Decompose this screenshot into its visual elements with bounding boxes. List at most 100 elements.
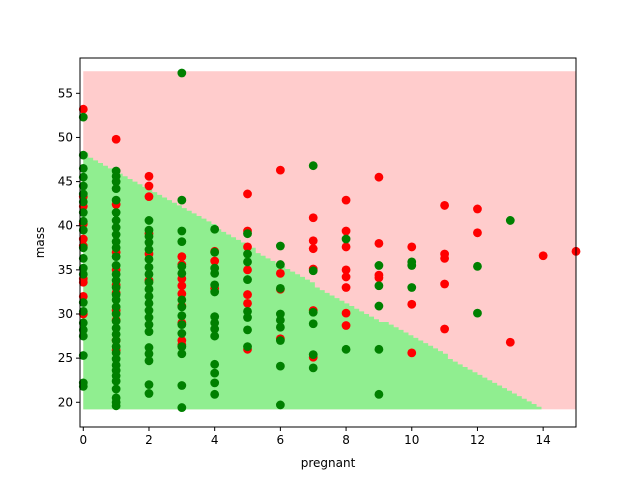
negative-point — [210, 312, 220, 322]
negative-point — [374, 301, 384, 311]
positive-point — [275, 268, 285, 278]
y-tick-label: 40 — [58, 219, 73, 233]
negative-point — [177, 261, 187, 271]
positive-point — [473, 228, 482, 238]
negative-point — [78, 225, 88, 235]
decision-regions — [83, 71, 577, 410]
negative-point — [407, 261, 417, 270]
positive-point — [341, 308, 351, 318]
negative-point — [111, 223, 121, 232]
negative-point — [78, 197, 88, 207]
negative-point — [308, 266, 318, 276]
positive-point — [473, 204, 482, 214]
negative-point — [275, 241, 285, 251]
negative-point — [78, 181, 88, 191]
negative-point — [243, 275, 252, 284]
positive-point — [440, 253, 450, 263]
positive-point — [407, 299, 417, 309]
x-axis-ticks: 0 2 4 6 8 10 12 14 — [79, 427, 551, 447]
x-tick-label: 6 — [277, 433, 285, 447]
positive-point — [341, 226, 351, 236]
negative-point — [308, 161, 318, 171]
negative-point — [210, 247, 220, 257]
negative-point — [78, 150, 88, 160]
negative-point — [144, 356, 154, 366]
negative-point — [210, 287, 220, 297]
positive-point — [538, 251, 548, 261]
negative-point — [144, 245, 154, 254]
negative-point — [144, 389, 154, 398]
positive-point — [308, 213, 318, 223]
negative-point — [177, 329, 187, 338]
negative-point — [210, 389, 220, 399]
positive-point — [78, 234, 88, 244]
negative-point — [144, 238, 154, 247]
positive-point — [177, 289, 187, 299]
positive-point — [275, 165, 285, 175]
negative-point — [275, 284, 285, 293]
y-tick-label: 35 — [58, 263, 73, 277]
positive-point — [144, 181, 154, 191]
negative-point — [111, 316, 121, 326]
negative-point — [111, 329, 121, 339]
negative-point — [144, 320, 154, 329]
x-tick-label: 14 — [536, 433, 551, 447]
negative-point — [144, 262, 154, 272]
negative-point — [210, 324, 220, 334]
negative-point — [210, 280, 220, 290]
negative-point — [144, 225, 154, 235]
negative-point — [111, 252, 121, 262]
negative-point — [210, 378, 220, 388]
negative-point — [177, 403, 187, 412]
negative-point — [374, 389, 384, 399]
y-tick-label: 20 — [58, 395, 73, 409]
negative-point — [78, 263, 88, 273]
negative-point — [177, 268, 187, 278]
negative-point — [177, 349, 187, 359]
positive-point — [505, 337, 515, 347]
negative-point — [111, 336, 121, 345]
negative-point — [78, 216, 88, 226]
y-tick-label: 45 — [58, 175, 73, 189]
negative-point — [177, 237, 187, 247]
negative-point — [111, 243, 121, 253]
negative-point — [407, 283, 417, 292]
positive-point — [78, 104, 88, 114]
x-tick-label: 10 — [404, 433, 419, 447]
negative-point — [177, 195, 187, 205]
negative-point — [111, 302, 121, 312]
negative-point — [144, 216, 154, 225]
negative-point — [210, 368, 220, 378]
positive-point — [341, 283, 351, 292]
negative-point — [78, 381, 88, 391]
positive-point — [144, 192, 154, 201]
negative-point — [144, 380, 154, 390]
negative-point — [177, 68, 187, 78]
negative-point — [111, 342, 121, 352]
negative-point — [111, 269, 121, 279]
negative-point — [111, 354, 121, 364]
negative-point — [243, 313, 252, 322]
negative-point — [177, 342, 187, 352]
negative-point — [78, 189, 88, 199]
positive-point — [341, 195, 351, 205]
negative-point — [111, 177, 121, 186]
positive-point — [78, 291, 88, 301]
negative-point — [243, 257, 252, 267]
axes-frame — [79, 57, 577, 428]
x-tick-label: 12 — [470, 433, 485, 447]
negative-point — [177, 226, 187, 236]
negative-point — [78, 112, 88, 122]
negative-point — [275, 336, 285, 345]
negative-point — [505, 216, 515, 225]
negative-point — [111, 348, 121, 358]
negative-point — [144, 254, 154, 264]
negative-point — [308, 363, 318, 373]
negative-point — [210, 268, 220, 278]
negative-point — [473, 308, 482, 318]
negative-point — [144, 313, 154, 322]
x-tick-label: 8 — [342, 433, 350, 447]
negative-point — [275, 309, 285, 319]
data-points — [78, 68, 581, 412]
x-tick-label: 4 — [211, 433, 219, 447]
